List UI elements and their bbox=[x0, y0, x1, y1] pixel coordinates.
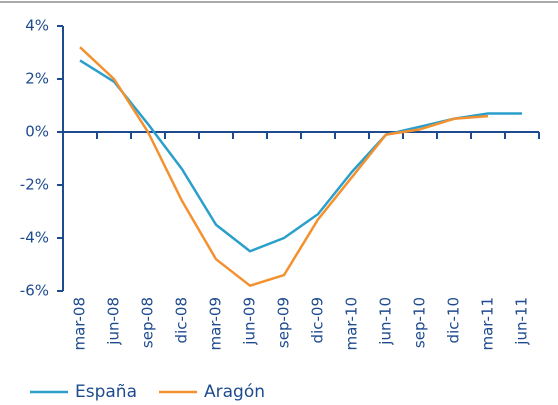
y-tick-label: 2% bbox=[25, 70, 49, 88]
y-tick-label: -4% bbox=[20, 229, 49, 247]
series-line bbox=[79, 59, 522, 253]
legend-label: Aragón bbox=[204, 382, 265, 402]
y-tick-label: 0% bbox=[25, 123, 49, 141]
x-tick-label: dic-09 bbox=[309, 297, 327, 343]
y-tick-label: -2% bbox=[20, 176, 49, 194]
x-tick-label: mar-09 bbox=[207, 297, 225, 351]
series-line bbox=[79, 46, 489, 287]
y-tick-label: 4% bbox=[25, 17, 49, 35]
x-tick-label: jun-10 bbox=[377, 297, 395, 346]
x-tick-label: mar-08 bbox=[71, 297, 89, 351]
legend-label: España bbox=[75, 382, 137, 402]
x-tick-label: mar-11 bbox=[479, 297, 497, 351]
x-tick-label: sep-10 bbox=[411, 297, 429, 348]
x-tick-label: sep-09 bbox=[275, 297, 293, 348]
x-tick-label: mar-10 bbox=[343, 297, 361, 351]
x-tick-label: dic-10 bbox=[445, 297, 463, 343]
x-tick-label: sep-08 bbox=[139, 297, 157, 348]
x-tick-label: jun-08 bbox=[105, 297, 123, 346]
x-tick-label: dic-08 bbox=[173, 297, 191, 343]
x-tick-label: jun-09 bbox=[241, 297, 259, 346]
y-tick-label: -6% bbox=[20, 282, 49, 300]
x-tick-label: jun-11 bbox=[513, 297, 531, 346]
